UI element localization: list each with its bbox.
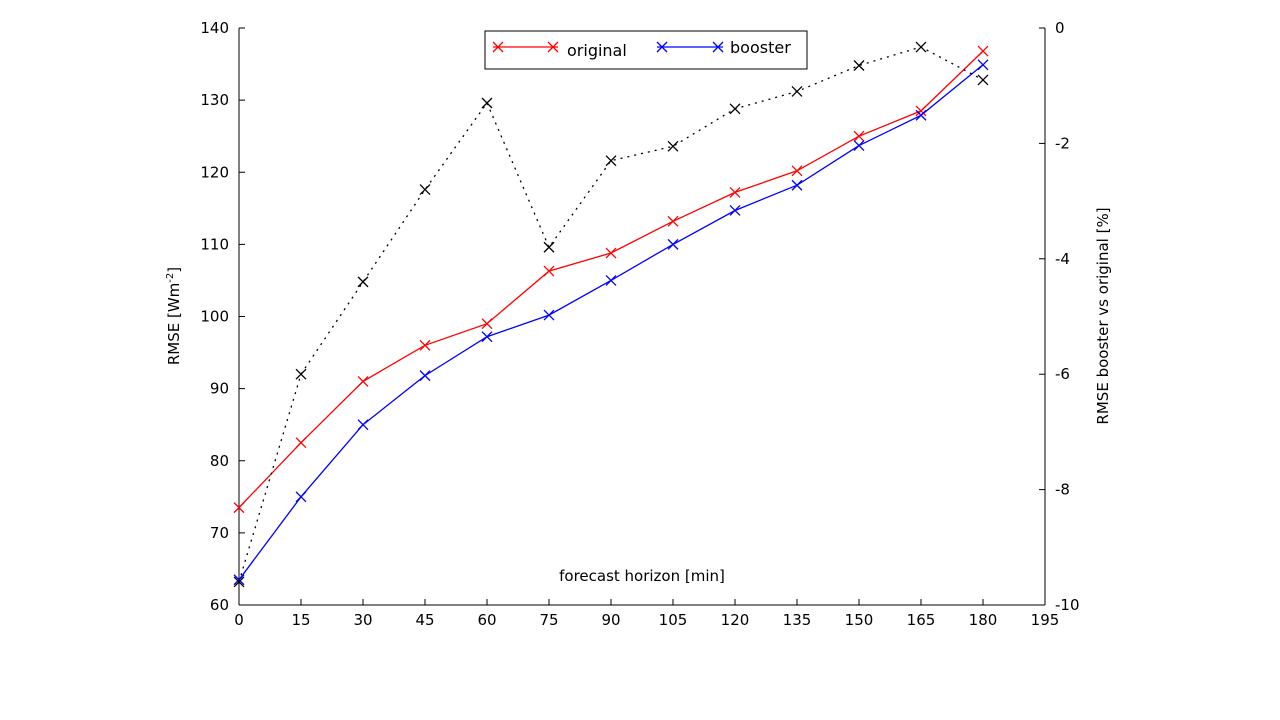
data-point-original bbox=[419, 339, 431, 351]
x-tick-label: 150 bbox=[845, 611, 874, 629]
x-tick-label: 105 bbox=[659, 611, 688, 629]
legend-marker-original bbox=[492, 41, 559, 53]
y-tick-label: 80 bbox=[210, 452, 229, 470]
data-point-original bbox=[481, 318, 493, 330]
x-tick-label: 0 bbox=[234, 611, 244, 629]
data-point-booster bbox=[543, 309, 555, 321]
data-point-percent-change bbox=[667, 140, 679, 152]
y-tick-label: 120 bbox=[200, 163, 229, 181]
data-point-percent-change bbox=[915, 41, 927, 53]
data-point-original bbox=[915, 105, 927, 117]
data-point-original bbox=[233, 502, 245, 514]
data-point-percent-change bbox=[977, 74, 989, 86]
y-tick-label: 60 bbox=[210, 596, 229, 614]
x-axis-label: forecast horizon [min] bbox=[559, 567, 725, 585]
series-line-booster bbox=[238, 64, 984, 581]
legend-box bbox=[484, 30, 808, 70]
data-point-booster bbox=[977, 59, 989, 71]
data-point-original bbox=[295, 437, 307, 449]
data-point-booster bbox=[295, 491, 307, 503]
data-point-booster bbox=[915, 109, 927, 121]
data-point-percent-change bbox=[729, 103, 741, 115]
x-tick-label: 45 bbox=[415, 611, 434, 629]
y2-tick-label: -8 bbox=[1055, 481, 1070, 499]
y-axis-label: RMSE [Wm-2] bbox=[165, 267, 183, 365]
y-axis-label-main: RMSE [Wm bbox=[165, 283, 183, 365]
x-tick-label: 75 bbox=[539, 611, 558, 629]
data-point-percent-change bbox=[295, 368, 307, 380]
data-point-original bbox=[667, 215, 679, 227]
data-point-original bbox=[853, 130, 865, 142]
data-point-percent-change bbox=[853, 60, 865, 71]
data-point-percent-change bbox=[543, 241, 555, 253]
data-point-booster bbox=[233, 574, 245, 586]
y-tick-label: 90 bbox=[210, 380, 229, 398]
data-point-booster bbox=[729, 205, 741, 216]
data-point-percent-change bbox=[791, 86, 803, 97]
y-axis-label-superscript: -2 bbox=[165, 273, 176, 283]
data-point-original bbox=[977, 45, 989, 57]
data-point-original bbox=[357, 375, 369, 387]
y-tick-label: 110 bbox=[200, 235, 229, 253]
y2-tick-label: -6 bbox=[1055, 365, 1070, 383]
data-point-original bbox=[791, 165, 803, 177]
x-tick-label: 120 bbox=[721, 611, 750, 629]
legend: original booster bbox=[484, 30, 808, 70]
data-point-booster bbox=[791, 179, 803, 191]
data-point-percent-change bbox=[357, 276, 369, 288]
x-tick-label: 60 bbox=[477, 611, 496, 629]
data-point-original bbox=[605, 247, 617, 259]
y2-tick-label: -4 bbox=[1055, 250, 1070, 268]
data-point-booster bbox=[853, 140, 865, 152]
x-tick-label: 180 bbox=[969, 611, 998, 629]
y2-axis-label: RMSE booster vs original [%] bbox=[1094, 207, 1112, 424]
data-point-percent-change bbox=[605, 155, 617, 167]
tick-marks: 0 15 30 45 60 75 90 105 120 135 150 165 180 195 60 70 80… bbox=[200, 19, 1079, 629]
series-line-percent-change bbox=[238, 46, 984, 583]
data-point-original bbox=[543, 265, 555, 277]
x-tick-label: 90 bbox=[601, 611, 620, 629]
x-tick-label: 195 bbox=[1031, 611, 1060, 629]
x-tick-label: 165 bbox=[907, 611, 936, 629]
y2-tick-label: -10 bbox=[1055, 596, 1080, 614]
data-point-booster bbox=[667, 238, 679, 250]
data-point-booster bbox=[357, 419, 369, 431]
y2-tick-label: 0 bbox=[1055, 19, 1065, 37]
data-point-original bbox=[729, 186, 741, 198]
y-tick-label: 130 bbox=[200, 91, 229, 109]
y-axis-label-close: ] bbox=[165, 267, 183, 273]
y-tick-label: 70 bbox=[210, 524, 229, 542]
data-point-booster bbox=[605, 274, 617, 286]
y-tick-label: 140 bbox=[200, 19, 229, 37]
legend-label-booster: booster bbox=[730, 38, 791, 57]
y-tick-label: 100 bbox=[200, 308, 229, 326]
data-point-percent-change bbox=[419, 184, 431, 196]
x-tick-label: 30 bbox=[353, 611, 372, 629]
series-layer bbox=[233, 41, 989, 588]
data-point-percent-change bbox=[233, 576, 245, 588]
data-point-percent-change bbox=[481, 97, 493, 109]
y2-tick-label: -2 bbox=[1055, 134, 1070, 152]
legend-marker-booster bbox=[656, 41, 724, 53]
x-tick-label: 15 bbox=[291, 611, 310, 629]
legend-label-original: original bbox=[567, 41, 627, 60]
x-tick-label: 135 bbox=[783, 611, 812, 629]
data-point-booster bbox=[419, 370, 431, 382]
data-point-booster bbox=[481, 331, 493, 343]
